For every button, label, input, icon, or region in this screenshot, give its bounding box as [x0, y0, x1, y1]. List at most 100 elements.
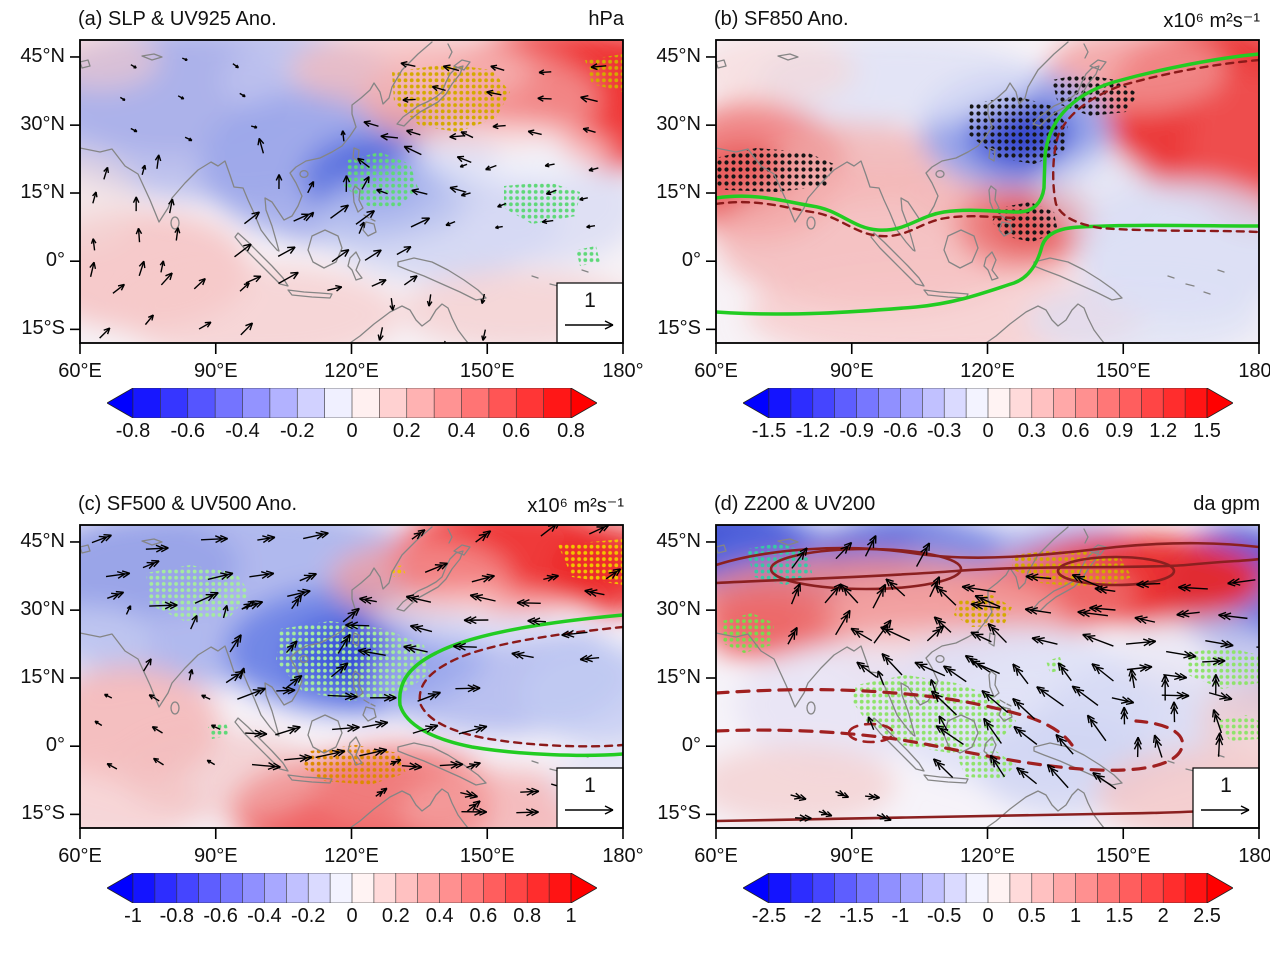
colorbar-tick-label: 1: [565, 905, 577, 927]
lat-tick-label: 15°N: [20, 666, 65, 688]
colorbar-cell: [461, 388, 490, 418]
panel-d-lon-axis: 60°E 90°E 120°E 150°E 180°: [648, 843, 1270, 871]
colorbar-cell: [154, 873, 178, 903]
stipple-patch-black: [716, 148, 834, 192]
colorbar-cell: [987, 873, 1011, 903]
lon-tick-label: 120°E: [324, 845, 379, 867]
panel-d-unit: da gpm: [1193, 493, 1260, 515]
stippling: [146, 539, 623, 785]
lat-tick-label: 30°N: [656, 113, 701, 136]
colorbar-tick-label: -0.2: [280, 420, 315, 442]
colorbar-cell: [900, 873, 924, 903]
colorbar-tick-label: 1: [1070, 905, 1082, 927]
colorbar-tick-label: -0.6: [170, 420, 205, 442]
colorbar-cell: [373, 873, 397, 903]
colorbar-labels: -0.8 -0.6 -0.4 -0.2 0 0.2 0.4 0.6 0.8: [12, 420, 634, 446]
panel-d: (d) Z200 & UV200 da gpm 45°N 30°N 15°N 0° 15…: [648, 489, 1270, 933]
stipple-patch-limegreen: [722, 613, 774, 653]
stipple-patch-lightgreen: [1216, 715, 1259, 741]
colorbar-cell: [417, 873, 441, 903]
lon-tick-label: 120°E: [960, 845, 1015, 867]
lat-tick-label: 30°N: [20, 598, 65, 621]
colorbar-cell: [900, 388, 924, 418]
colorbar-cell: [922, 873, 946, 903]
colorbar-tick-label: -0.6: [883, 420, 918, 442]
lon-tick-label: 150°E: [459, 360, 515, 382]
dark-red-contour: [418, 625, 623, 748]
colorbar-right-arrow: [570, 873, 597, 903]
stipple-patch-gold: [585, 54, 623, 92]
colorbar-tick-label: 0.8: [513, 905, 542, 927]
colorbar-cell: [1075, 873, 1099, 903]
lat-tick-label: 0°: [681, 734, 701, 757]
colorbar-cell: [132, 388, 162, 418]
wind-vectors: [787, 535, 1259, 822]
panel-a-map: 1: [67, 38, 627, 358]
colorbar-cell: [264, 873, 288, 903]
colorbar-tick-label: 2.5: [1193, 905, 1221, 927]
colorbar-cell: [856, 388, 880, 418]
colorbar-cell: [483, 873, 507, 903]
colorbar-cell: [242, 873, 266, 903]
panel-c-title: (c) SF500 & UV500 Ano.: [78, 493, 298, 515]
colorbar-tick-label: -0.9: [839, 420, 874, 442]
colorbar-cell: [220, 873, 244, 903]
colorbar-cell: [329, 873, 353, 903]
lat-tick-label: 30°N: [20, 113, 65, 136]
panel-c-map: 1: [67, 523, 627, 843]
panel-d-title: (d) Z200 & UV200: [714, 493, 876, 515]
colorbar-cell: [406, 388, 435, 418]
dark-red-contour: [1056, 555, 1176, 587]
colorbar-right-arrow: [1206, 873, 1233, 903]
panel-b-lat-axis: 45°N 30°N 15°N 0° 15°S: [648, 38, 703, 358]
panel-c-lon-axis: 60°E 90°E 120°E 150°E 180°: [12, 843, 643, 871]
stipple-patch-gold: [392, 64, 510, 132]
lat-tick-label: 15°N: [656, 181, 701, 203]
colorbar-cell: [943, 873, 967, 903]
anomaly-field: [716, 40, 1259, 343]
lat-tick-label: 45°N: [656, 44, 701, 67]
dark-red-contour: [769, 547, 963, 591]
colorbar-cell: [768, 873, 792, 903]
colorbar-cell: [1184, 388, 1208, 418]
colorbar-tick-label: -0.2: [290, 905, 326, 927]
colorbar-tick-label: 0.4: [425, 905, 454, 927]
colorbar-cell: [132, 873, 156, 903]
lon-tick-label: 60°E: [58, 360, 102, 382]
panel-a-header: (a) SLP & UV925 Ano. hPa: [12, 4, 634, 38]
panel-a-lon-axis: 60°E 90°E 120°E 150°E 180°: [12, 358, 643, 386]
stipple-patch-green: [344, 152, 418, 208]
lat-tick-label: 0°: [45, 249, 65, 272]
colorbar-cell: [1009, 388, 1033, 418]
colorbar-tick-label: 2: [1157, 905, 1169, 927]
colorbar-cell: [1119, 873, 1143, 903]
colorbar-cell: [395, 873, 419, 903]
colorbar-cell: [324, 388, 353, 418]
colorbar-cell: [461, 873, 485, 903]
stipple-patch-green: [576, 246, 600, 266]
colorbar-cell: [922, 388, 946, 418]
lon-tick-label: 150°E: [459, 845, 515, 867]
colorbar-tick-label: -2: [803, 905, 822, 927]
colorbar-cell: [351, 873, 375, 903]
lat-tick-label: 15°N: [20, 181, 65, 203]
colorbar-cell: [1184, 873, 1208, 903]
colorbar-labels: -2.5 -2 -1.5 -1 -0.5 0 0.5 1 1.5 2 2.5: [648, 905, 1270, 931]
colorbar-tick-label: -1.5: [751, 420, 787, 442]
dark-red-contour: [716, 688, 1074, 747]
vector-reference-box: 1: [556, 282, 624, 344]
lon-tick-label: 60°E: [58, 845, 102, 867]
colorbar-cell: [987, 388, 1011, 418]
colorbar-cell: [307, 873, 331, 903]
panel-a-colorbar: -0.8 -0.6 -0.4 -0.2 0 0.2 0.4 0.6 0.8: [12, 386, 634, 448]
colorbar-cell: [286, 873, 310, 903]
colorbar-svg: [107, 388, 597, 418]
colorbar-right-arrow: [570, 388, 597, 418]
lon-tick-label: 60°E: [694, 360, 738, 382]
colorbar-tick-label: -1: [124, 905, 142, 927]
stippling: [722, 543, 1259, 779]
colorbar-cell: [176, 873, 200, 903]
colorbar-cell: [1097, 388, 1121, 418]
colorbar-cell: [214, 388, 244, 418]
